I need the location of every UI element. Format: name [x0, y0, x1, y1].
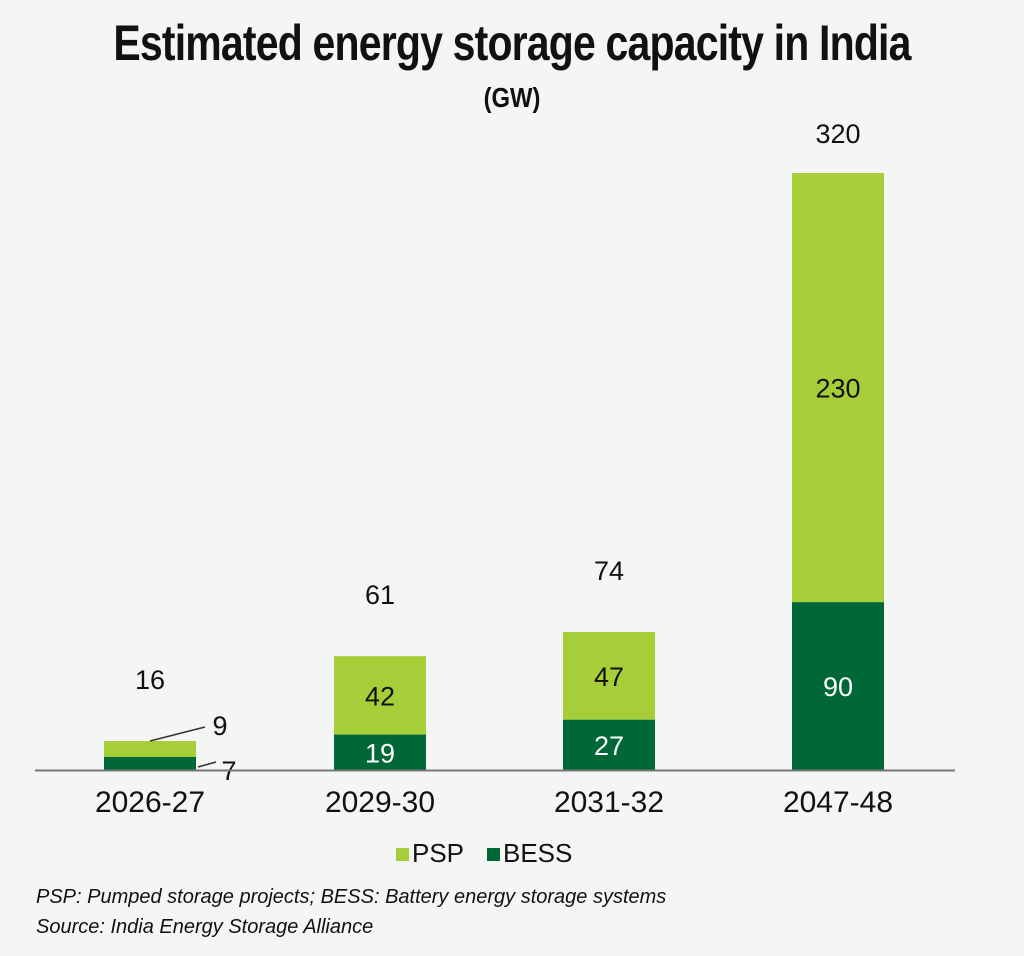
leader-line	[197, 761, 217, 768]
chart-subtitle: (GW)	[483, 82, 541, 113]
total-label: 74	[594, 556, 624, 586]
legend-label-bess: BESS	[503, 838, 572, 868]
bar-bess-2031-32	[563, 719, 655, 770]
chart-title: Estimated energy storage capacity in Ind…	[113, 15, 911, 71]
bar-psp-2031-32	[563, 631, 655, 720]
source: Source: India Energy Storage Alliance	[36, 916, 374, 938]
total-label: 61	[365, 580, 395, 610]
footnote: PSP: Pumped storage projects; BESS: Batt…	[36, 886, 667, 908]
x-tick-label: 2031-32	[554, 786, 664, 819]
bar-psp-2029-30	[334, 656, 426, 735]
bar-bess-2047-48	[792, 602, 884, 770]
legend-swatch-psp	[396, 848, 409, 861]
data-label: 90	[823, 672, 853, 702]
x-tick-label: 2047-48	[783, 786, 893, 819]
bar-psp-2047-48	[792, 173, 884, 603]
legend-swatch-bess	[487, 848, 500, 861]
data-label: 27	[594, 731, 624, 761]
bar-bess-2026-27	[104, 757, 196, 770]
x-tick-label: 2026-27	[95, 786, 205, 819]
leader-line	[149, 726, 206, 742]
data-label: 9	[212, 711, 227, 741]
bar-psp-2026-27	[104, 741, 196, 757]
total-label: 16	[135, 665, 165, 695]
x-tick-label: 2029-30	[325, 786, 435, 819]
data-label: 230	[815, 374, 860, 404]
data-label: 42	[365, 681, 395, 711]
total-label: 320	[815, 119, 860, 149]
legend-label-psp: PSP	[412, 838, 464, 868]
data-label: 47	[594, 662, 624, 692]
data-label: 19	[365, 738, 395, 768]
bar-bess-2029-30	[334, 734, 426, 770]
